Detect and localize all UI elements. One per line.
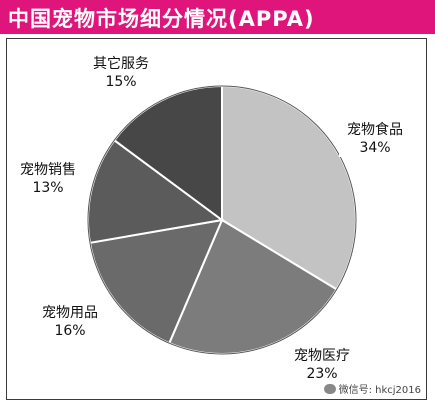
slice-percent: 13% — [32, 180, 63, 196]
watermark: 微信号: hkcj2016 — [323, 381, 421, 396]
slice-label: 宠物食品 — [347, 121, 403, 138]
data-label-1: 宠物食品 34% — [339, 117, 411, 157]
data-label-2: 宠物医疗 23% — [286, 343, 358, 383]
slice-percent: 34% — [359, 140, 390, 156]
data-label-box — [12, 157, 84, 197]
data-label-4: 宠物销售 13% — [12, 157, 84, 197]
pie-outline — [87, 85, 357, 355]
data-label-box — [339, 117, 411, 157]
data-label-3: 宠物用品 16% — [34, 300, 106, 340]
slice-percent: 16% — [54, 323, 85, 339]
data-label-box — [34, 300, 106, 340]
data-label-box — [286, 343, 358, 383]
data-label-box — [85, 51, 157, 91]
slice-label: 其它服务 — [93, 55, 149, 72]
data-label-5: 其它服务 15% — [85, 51, 157, 91]
title-bar: 中国宠物市场细分情况(APPA) — [0, 0, 435, 34]
slice-label: 宠物用品 — [42, 305, 98, 321]
slice-percent: 23% — [306, 366, 337, 382]
wechat-icon — [323, 384, 336, 394]
chart-title: 中国宠物市场细分情况(APPA) — [8, 7, 315, 31]
watermark-text: 微信号: hkcj2016 — [338, 385, 421, 396]
slice-percent: 15% — [105, 74, 136, 90]
slice-label: 宠物医疗 — [294, 348, 350, 364]
slice-label: 宠物销售 — [20, 162, 76, 178]
